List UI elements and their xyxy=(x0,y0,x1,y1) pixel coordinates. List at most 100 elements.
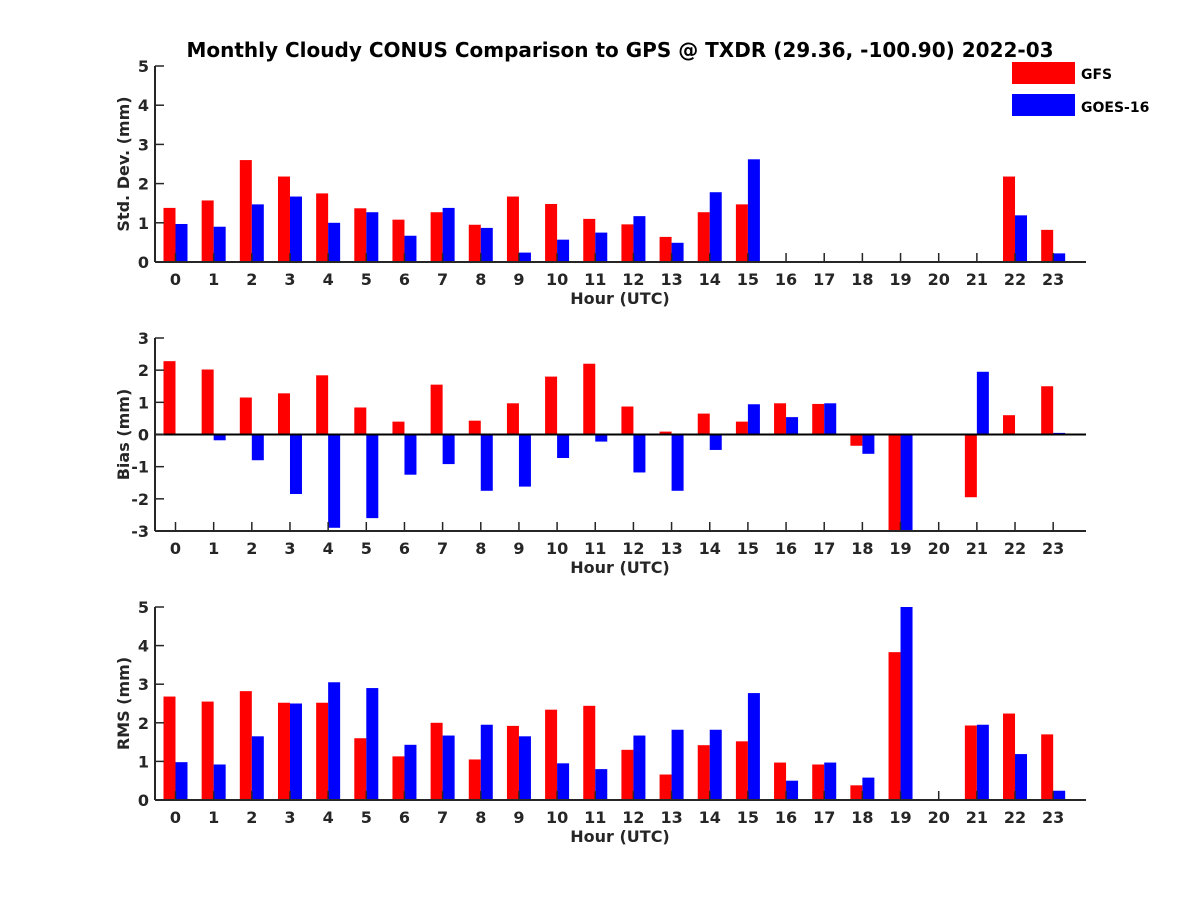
bar-gfs-hour-15 xyxy=(735,204,748,262)
bar-goes16-hour-3 xyxy=(289,434,302,495)
bar-gfs-hour-3 xyxy=(277,176,290,262)
bar-goes16-hour-17 xyxy=(824,403,837,435)
bar-goes16-hour-21 xyxy=(976,724,989,800)
y-tick-label: 3 xyxy=(138,675,149,694)
x-tick-label: 7 xyxy=(437,808,448,827)
bar-goes16-hour-8 xyxy=(480,724,493,800)
x-tick-label: 9 xyxy=(513,539,524,558)
bar-gfs-hour-8 xyxy=(468,759,481,800)
bar-goes16-hour-0 xyxy=(175,762,188,800)
chart-title: Monthly Cloudy CONUS Comparison to GPS @… xyxy=(186,38,1053,62)
y-tick-label: 4 xyxy=(138,637,149,656)
bar-gfs-hour-4 xyxy=(316,702,329,800)
bar-goes16-hour-4 xyxy=(328,434,341,528)
x-tick-label: 18 xyxy=(851,270,873,289)
bar-gfs-hour-17 xyxy=(812,764,825,800)
bar-goes16-hour-2 xyxy=(251,736,264,800)
x-tick-label: 20 xyxy=(928,539,950,558)
bar-gfs-hour-6 xyxy=(392,421,405,435)
x-tick-label: 14 xyxy=(699,808,721,827)
bar-goes16-hour-5 xyxy=(366,688,379,800)
x-tick-label: 21 xyxy=(966,270,988,289)
bar-goes16-hour-18 xyxy=(862,434,875,454)
bar-gfs-hour-14 xyxy=(697,212,710,262)
bar-gfs-hour-21 xyxy=(964,434,977,498)
bar-gfs-hour-12 xyxy=(621,749,634,800)
bar-gfs-hour-19 xyxy=(888,434,901,531)
x-tick-label: 9 xyxy=(513,808,524,827)
y-tick-label: 2 xyxy=(138,361,149,380)
bar-gfs-hour-6 xyxy=(392,219,405,262)
bar-goes16-hour-7 xyxy=(442,434,455,465)
bar-goes16-hour-22 xyxy=(1015,754,1028,800)
x-tick-label: 11 xyxy=(584,808,606,827)
bar-goes16-hour-15 xyxy=(747,159,760,262)
bar-goes16-hour-1 xyxy=(213,764,226,800)
bar-gfs-hour-17 xyxy=(812,403,825,435)
x-tick-label: 4 xyxy=(323,808,334,827)
x-tick-label: 15 xyxy=(737,270,759,289)
bar-goes16-hour-11 xyxy=(595,232,608,262)
bar-gfs-hour-3 xyxy=(277,393,290,435)
y-tick-label: 2 xyxy=(138,175,149,194)
bar-gfs-hour-2 xyxy=(239,160,252,262)
x-tick-label: 21 xyxy=(966,808,988,827)
bar-goes16-hour-14 xyxy=(709,434,722,450)
x-tick-label: 22 xyxy=(1004,808,1026,827)
bar-gfs-hour-10 xyxy=(545,376,558,435)
y-tick-label: 5 xyxy=(138,57,149,76)
bar-goes16-hour-18 xyxy=(862,777,875,800)
legend-swatch-gfs xyxy=(1012,62,1075,84)
bar-gfs-hour-13 xyxy=(659,774,672,800)
bar-gfs-hour-5 xyxy=(354,208,367,262)
y-tick-label: 0 xyxy=(138,426,149,445)
bar-gfs-hour-11 xyxy=(583,218,596,262)
bar-goes16-hour-19 xyxy=(900,434,913,531)
bar-gfs-hour-22 xyxy=(1003,176,1016,262)
legend: GFS GOES-16 xyxy=(1012,62,1149,116)
bar-goes16-hour-7 xyxy=(442,735,455,800)
bar-goes16-hour-6 xyxy=(404,434,417,475)
x-tick-label: 2 xyxy=(246,270,257,289)
bar-gfs-hour-8 xyxy=(468,224,481,262)
bar-gfs-hour-22 xyxy=(1003,713,1016,800)
bar-goes16-hour-13 xyxy=(671,729,684,800)
bar-goes16-hour-10 xyxy=(557,434,570,458)
bar-goes16-hour-22 xyxy=(1015,215,1028,262)
x-tick-label: 1 xyxy=(208,808,219,827)
bar-goes16-hour-9 xyxy=(518,252,531,262)
x-axis-label: Hour (UTC) xyxy=(570,827,670,846)
x-tick-label: 23 xyxy=(1042,539,1064,558)
x-tick-label: 5 xyxy=(361,539,372,558)
bar-gfs-hour-7 xyxy=(430,384,443,435)
x-tick-label: 20 xyxy=(928,808,950,827)
x-tick-label: 8 xyxy=(475,270,486,289)
y-tick-label: -1 xyxy=(131,458,149,477)
y-axis-label: Bias (mm) xyxy=(114,389,133,481)
bar-goes16-hour-1 xyxy=(213,226,226,262)
bar-gfs-hour-5 xyxy=(354,738,367,800)
bar-goes16-hour-12 xyxy=(633,434,646,473)
x-tick-label: 7 xyxy=(437,539,448,558)
bar-gfs-hour-18 xyxy=(850,434,863,446)
bar-goes16-hour-1 xyxy=(213,434,226,441)
bar-goes16-hour-19 xyxy=(900,607,913,800)
bar-gfs-hour-7 xyxy=(430,722,443,800)
bar-goes16-hour-6 xyxy=(404,235,417,262)
bar-goes16-hour-7 xyxy=(442,207,455,262)
x-axis-label: Hour (UTC) xyxy=(570,558,670,577)
x-tick-label: 8 xyxy=(475,539,486,558)
bar-goes16-hour-0 xyxy=(175,223,188,262)
bar-gfs-hour-9 xyxy=(506,725,519,800)
bar-gfs-hour-13 xyxy=(659,236,672,262)
bar-gfs-hour-16 xyxy=(774,762,787,800)
bar-goes16-hour-14 xyxy=(709,729,722,800)
x-tick-label: 16 xyxy=(775,808,797,827)
x-tick-label: 5 xyxy=(361,270,372,289)
bar-gfs-hour-3 xyxy=(277,702,290,800)
x-tick-label: 10 xyxy=(546,270,568,289)
x-tick-label: 19 xyxy=(889,539,911,558)
bar-goes16-hour-16 xyxy=(786,417,799,435)
bar-goes16-hour-4 xyxy=(328,222,341,262)
